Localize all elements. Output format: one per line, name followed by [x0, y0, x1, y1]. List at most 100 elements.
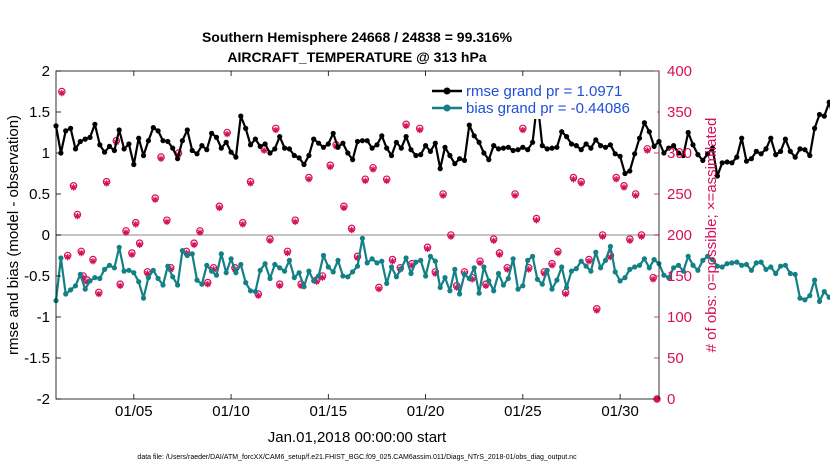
rmse-point: [578, 147, 584, 153]
legend-box: [428, 77, 657, 119]
bias-point: [588, 268, 594, 274]
y-left-tick-label: 1.5: [29, 104, 50, 121]
rmse-point: [636, 135, 643, 141]
rmse-point: [282, 145, 288, 151]
obs-assimilated-point: [613, 176, 620, 183]
y-left-tick-label: -1: [37, 309, 50, 326]
bias-point: [184, 252, 190, 259]
obs-assimilated-point: [163, 218, 171, 226]
bias-point: [714, 263, 721, 269]
bias-point: [311, 278, 317, 284]
rmse-point: [515, 147, 521, 153]
bias-point: [102, 266, 108, 272]
rmse-point: [325, 141, 331, 147]
rmse-point: [267, 150, 273, 156]
bias-point: [350, 269, 356, 275]
obs-assimilated-point: [649, 276, 657, 283]
bias-point: [782, 262, 789, 268]
bias-point: [432, 258, 438, 264]
bias-point: [223, 270, 229, 276]
y-right-tick-label: 0: [667, 391, 675, 408]
bias-point: [787, 270, 793, 277]
bias-point: [58, 255, 64, 261]
rmse-point: [184, 127, 190, 133]
y-axis-left-label: rmse and bias (model - observation): [5, 115, 22, 355]
rmse-point: [685, 129, 691, 136]
rmse-point: [350, 157, 356, 163]
rmse-point: [140, 152, 147, 159]
bias-point: [520, 283, 526, 289]
rmse-point: [437, 166, 443, 172]
bias-point: [636, 262, 643, 268]
bias-point: [325, 264, 331, 270]
rmse-point: [277, 134, 283, 140]
rmse-point: [432, 140, 438, 146]
bias-point: [218, 251, 224, 257]
obs-assimilated-point: [122, 229, 130, 236]
bias-point: [121, 268, 127, 274]
bias-point: [447, 288, 453, 294]
rmse-point: [340, 140, 346, 146]
bias-point: [277, 265, 283, 271]
obs-assimilated-point: [340, 204, 348, 212]
rmse-point: [296, 155, 302, 161]
bias-point: [228, 256, 234, 262]
obs-assimilated-point: [255, 292, 262, 299]
bias-point: [403, 255, 409, 261]
rmse-point: [452, 161, 458, 167]
obs-assimilated-point: [78, 249, 85, 257]
bias-point: [486, 278, 492, 284]
rmse-point: [102, 149, 108, 155]
bias-point: [165, 263, 171, 269]
rmse-point: [136, 135, 142, 141]
bias-point: [802, 297, 808, 303]
rmse-point: [92, 121, 98, 127]
rmse-point: [398, 145, 404, 151]
bias-point: [748, 267, 755, 273]
x-axis: 01/05 01/10 01/15 01/20 01/25 01/30: [115, 71, 639, 420]
bias-point: [598, 265, 604, 271]
obs-assimilated-point: [570, 176, 577, 183]
bias-point: [194, 277, 200, 283]
rmse-point: [72, 146, 79, 152]
obs-assimilated-point: [196, 229, 204, 236]
rmse-point: [160, 138, 166, 144]
rmse-point: [238, 113, 244, 119]
rmse-point: [709, 145, 716, 151]
bias-point: [393, 274, 399, 280]
obs-assimilated-point: [204, 281, 211, 288]
bias-point: [111, 265, 117, 271]
bias-point: [427, 253, 433, 259]
bias-point: [437, 284, 443, 291]
rmse-point: [243, 125, 249, 131]
rmse-point: [345, 150, 351, 156]
bias-point: [345, 274, 351, 280]
bias-point: [320, 252, 327, 259]
bias-point: [481, 264, 487, 270]
obs-assimilated-point: [593, 307, 600, 314]
rmse-point: [812, 125, 818, 131]
bias-point: [209, 268, 215, 274]
obs-assimilated-point: [239, 221, 246, 228]
bias-point: [72, 283, 79, 289]
bias-point: [77, 271, 83, 277]
rmse-point: [209, 130, 215, 136]
bias-point: [583, 263, 589, 269]
rmse-point: [651, 143, 657, 149]
bias-point: [97, 275, 103, 282]
rmse-point: [549, 145, 555, 151]
obs-assimilated-point: [247, 180, 254, 187]
obs-assimilated-point: [439, 192, 447, 199]
rmse-point: [778, 148, 784, 154]
rmse-point: [739, 135, 745, 141]
rmse-point: [213, 134, 220, 140]
obs-assimilated-point: [284, 249, 291, 257]
rmse-point: [457, 156, 463, 162]
rmse-point: [413, 152, 419, 159]
rmse-point: [539, 143, 545, 149]
rmse-point: [218, 145, 224, 151]
rmse-point: [466, 122, 472, 128]
rmse-point: [530, 139, 536, 145]
rmse-point: [768, 135, 774, 141]
bias-point: [792, 271, 798, 277]
